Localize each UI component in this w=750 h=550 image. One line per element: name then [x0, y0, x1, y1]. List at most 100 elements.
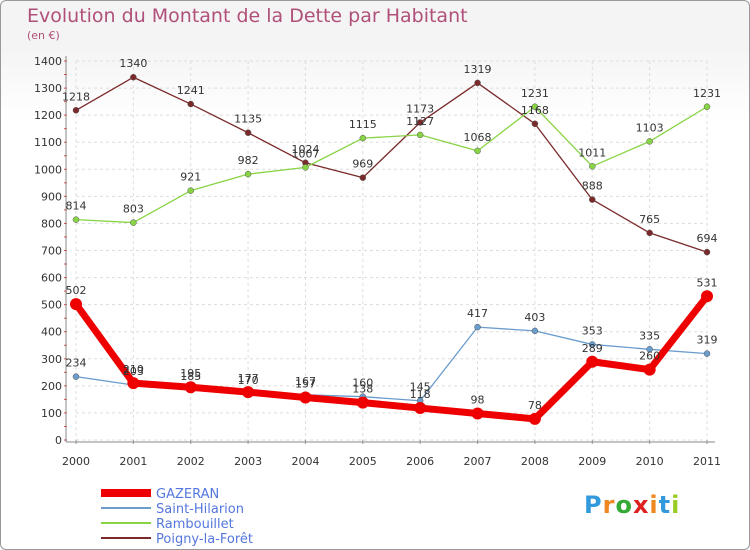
x-tick-label: 2010: [636, 455, 664, 468]
data-point: [646, 138, 653, 145]
data-point: [643, 363, 656, 376]
data-label: 1173: [406, 102, 434, 115]
data-label: 203: [123, 365, 144, 378]
x-tick-label: 2005: [349, 455, 377, 468]
data-point: [127, 377, 140, 390]
data-point: [187, 187, 194, 194]
data-label: 982: [238, 154, 259, 167]
data-label: 195: [180, 367, 201, 380]
data-point: [356, 396, 369, 409]
data-point: [72, 216, 80, 223]
data-point: [184, 381, 197, 394]
data-label: 1241: [177, 84, 205, 97]
x-tick-label: 2011: [693, 455, 721, 468]
data-label: 1340: [119, 57, 147, 70]
data-point: [474, 147, 481, 155]
chart-title: Evolution du Montant de la Dette par Hab…: [27, 5, 468, 27]
data-point: [302, 164, 309, 171]
data-label: 814: [66, 200, 87, 213]
data-point: [299, 391, 312, 404]
data-label: 1011: [578, 146, 606, 159]
data-point: [414, 402, 427, 415]
data-label: 1231: [521, 87, 549, 100]
series-line: [75, 106, 708, 224]
data-label: 921: [180, 171, 201, 184]
data-label: 969: [352, 158, 373, 171]
data-point: [703, 248, 711, 256]
x-tick-label: 2007: [464, 455, 492, 468]
axes: 0 100 200 300 400 500 600 700 800 900 1000 1100 1200…: [34, 55, 721, 468]
data-label: 531: [697, 276, 718, 289]
proxiti-logo: Proxiti: [584, 491, 680, 519]
data-label: 1007: [291, 147, 319, 160]
y-tick-label: 1400: [34, 55, 62, 68]
data-label: 335: [639, 329, 660, 342]
data-label: 210: [123, 363, 144, 376]
data-label: 1218: [62, 90, 90, 103]
y-tick-label: 700: [41, 245, 62, 258]
data-point: [244, 129, 252, 136]
data-point: [72, 373, 80, 380]
y-tick-label: 800: [41, 217, 62, 230]
data-point: [701, 290, 713, 303]
data-label: 1115: [349, 118, 377, 131]
data-point: [589, 341, 596, 348]
y-tick-label: 200: [41, 380, 62, 393]
data-point: [471, 407, 484, 420]
data-label: 803: [123, 203, 144, 216]
data-label: 319: [697, 334, 718, 347]
y-tick-label: 600: [41, 272, 62, 285]
data-label: 502: [66, 284, 87, 297]
data-point: [359, 174, 367, 181]
series-line: [75, 76, 708, 253]
x-tick-label: 2003: [234, 455, 262, 468]
data-point: [646, 346, 653, 353]
data-label: 1135: [234, 113, 262, 126]
data-label: 145: [410, 381, 431, 394]
data-point: [703, 350, 711, 357]
data-label: 98: [471, 393, 485, 406]
data-label: 78: [528, 399, 542, 412]
data-label: 160: [352, 377, 373, 390]
data-label: 157: [295, 377, 316, 390]
y-tick-label: 1000: [34, 163, 62, 176]
data-point: [474, 79, 481, 87]
data-label: 138: [352, 383, 373, 396]
logo-letter: i: [671, 491, 681, 519]
data-point: [70, 298, 82, 311]
data-point: [589, 196, 596, 203]
data-label: 185: [180, 370, 201, 383]
legend: GAZERANSaint-HilarionRambouilletPoigny-l…: [101, 487, 253, 547]
logo-letter: P: [584, 491, 603, 519]
x-tick-label: 2008: [521, 455, 549, 468]
data-point: [589, 163, 596, 170]
data-label: 170: [238, 374, 259, 387]
data-label: 353: [582, 324, 603, 337]
logo-letter: x: [632, 491, 650, 519]
data-label: 1231: [693, 87, 721, 100]
data-point: [531, 120, 539, 128]
data-point: [474, 323, 481, 331]
x-tick-label: 2006: [406, 455, 434, 468]
data-point: [130, 219, 137, 226]
data-point: [416, 131, 424, 139]
data-point: [531, 103, 539, 111]
data-label: 1319: [464, 63, 492, 76]
data-point: [646, 229, 653, 237]
data-point: [703, 103, 711, 111]
data-point: [187, 100, 194, 108]
data-label: 765: [639, 213, 660, 226]
data-label: 694: [697, 232, 718, 245]
data-label: 234: [66, 357, 87, 370]
series-group: 502 210 195 177 157 138 118 98 78 289 260 531 234 203…: [62, 57, 721, 425]
data-point: [72, 107, 80, 114]
x-tick-label: 2000: [62, 455, 90, 468]
y-tick-label: 900: [41, 190, 62, 203]
y-tick-label: 100: [41, 407, 62, 420]
data-point: [359, 134, 367, 142]
x-tick-label: 2001: [119, 455, 147, 468]
y-tick-label: 500: [41, 299, 62, 312]
y-tick-label: 1300: [34, 82, 62, 95]
